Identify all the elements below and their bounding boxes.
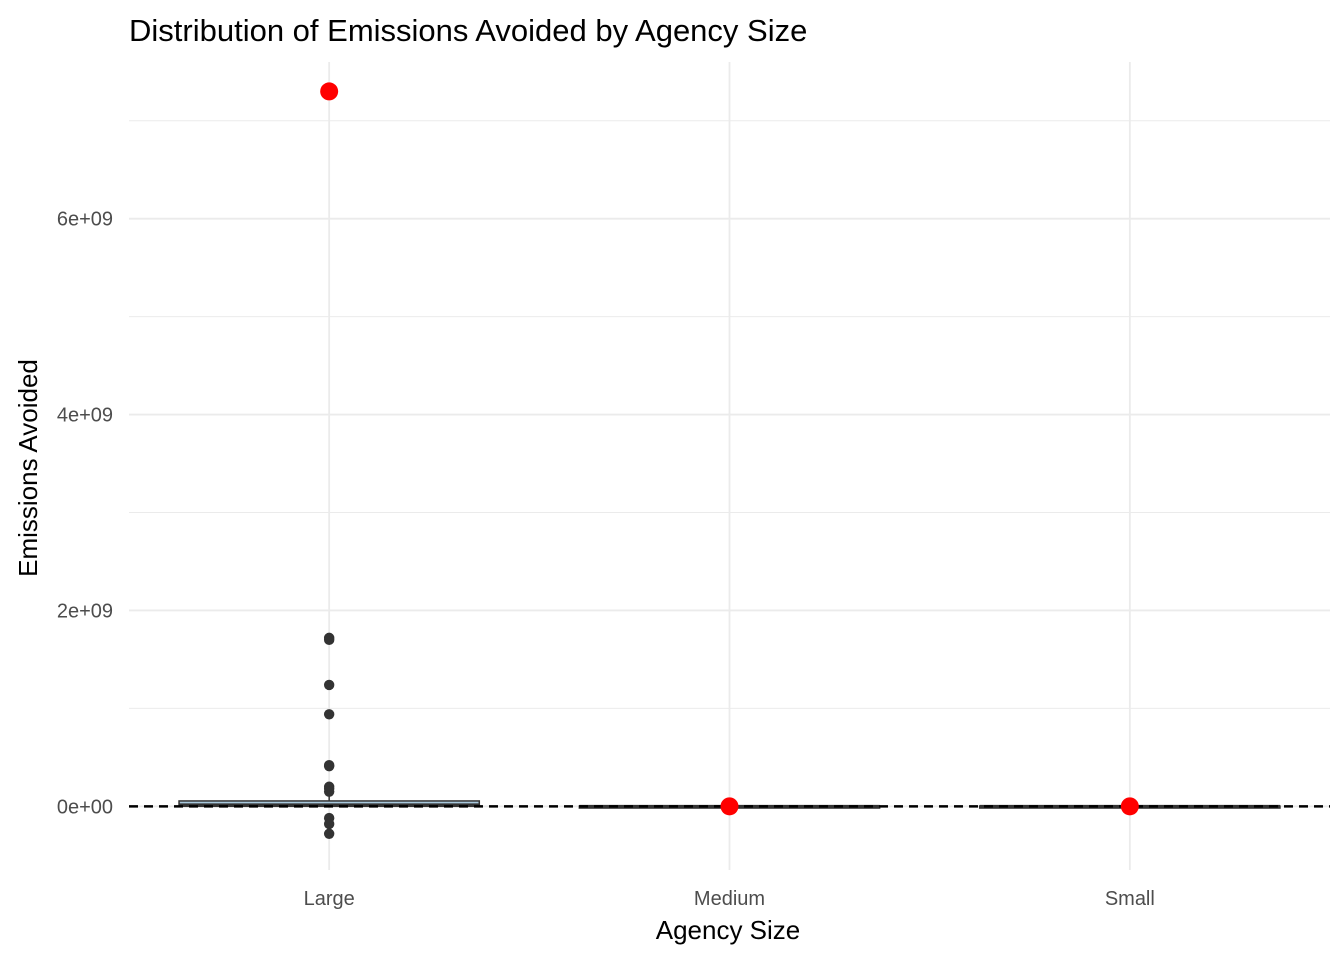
outlier-point <box>323 634 335 646</box>
points <box>320 82 1139 839</box>
x-tick-label: Small <box>1105 888 1155 910</box>
y-tick-label: 4e+09 <box>57 405 113 427</box>
y-tick-label: 6e+09 <box>57 209 113 231</box>
outlier-point <box>323 786 335 797</box>
outlier-point <box>323 709 335 720</box>
x-axis-title: Agency Size <box>656 915 801 945</box>
outlier-point <box>323 760 335 772</box>
grid <box>129 62 1330 870</box>
outlier-point <box>323 679 335 691</box>
mean-point <box>320 82 339 101</box>
chart-title: Distribution of Emissions Avoided by Age… <box>129 13 807 48</box>
x-axis-ticks: Large Medium Small <box>304 888 1155 910</box>
mean-point <box>720 797 739 816</box>
y-tick-label: 2e+09 <box>57 600 113 622</box>
x-tick-label: Large <box>304 888 355 910</box>
outlier-point <box>323 818 335 830</box>
outlier-point <box>323 828 335 839</box>
y-axis-title: Emissions Avoided <box>13 359 43 577</box>
mean-point <box>1120 797 1139 816</box>
x-tick-label: Medium <box>694 888 765 910</box>
y-axis-ticks: 0e+00 2e+09 4e+09 6e+09 <box>57 209 113 819</box>
y-tick-label: 0e+00 <box>57 796 113 818</box>
